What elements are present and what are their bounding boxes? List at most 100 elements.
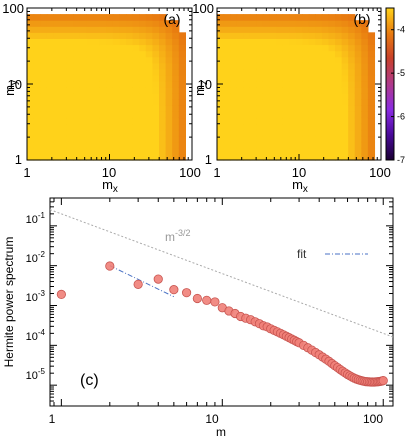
heatmap-cell [27,141,35,149]
heatmap-cell [152,20,160,27]
colorbar-gradient [385,7,395,161]
heatmap-cell [73,147,81,155]
heatmap-cell [230,147,238,155]
heatmap-cell [321,111,330,119]
heatmap-cell [79,74,87,82]
heatmap-cell [132,141,140,149]
heatmap-cell [152,93,160,100]
heatmap-cell [341,141,349,149]
heatmap-cell [335,87,343,94]
heatmap-cell [152,80,160,88]
heatmap-cell [40,99,48,106]
heatmap-cell [335,105,343,112]
heatmap-cell [165,105,173,112]
heatmap-cell [276,26,284,33]
heatmap-cell [302,44,310,52]
heatmap-cell [282,32,290,39]
heatmap-cell [217,123,225,131]
heatmap-cell [249,147,257,155]
heatmap-cell [145,153,153,161]
heatmap-cell [295,50,303,58]
heatmap-cell [139,93,147,100]
heatmap-cell [269,14,277,21]
heatmap-cell [159,50,167,58]
heatmap-cell [295,135,303,143]
heatmap-cell [236,117,244,125]
heatmap-cell [217,32,225,39]
heatmap-cell [348,50,356,58]
heatmap-cell [152,62,160,70]
heatmap-b-ytick-10: 10 [198,77,212,92]
heatmap-cell [269,50,277,58]
heatmap-cell [60,50,68,58]
heatmap-cell [341,38,349,46]
data-point [105,261,115,271]
heatmap-cell [40,135,48,143]
heatmap-cell [262,147,271,155]
heatmap-a-ticks [26,7,193,161]
heatmap-cell [308,99,316,106]
heatmap-cell [367,135,376,143]
heatmap-cell [361,147,369,155]
heatmap-cell [256,74,264,82]
heatmap-cell [126,105,134,112]
heatmap-cell [302,93,310,100]
heatmap-cell [321,135,330,143]
heatmap-cell [53,32,61,39]
heatmap-cell [145,123,153,131]
heatmap-cell [321,105,330,112]
heatmap-cell [66,74,74,82]
heatmap-cell [348,99,356,106]
heatmap-cell [139,135,147,143]
heatmap-cell [93,38,101,46]
heatmap-cell [249,93,257,100]
heatmap-cell [243,26,251,33]
heatmap-cell [230,38,238,46]
heatmap-cell [93,32,101,39]
heatmap-cell [60,141,68,149]
heatmap-cell [66,135,74,143]
heatmap-cell [243,123,251,131]
heatmap-cell [315,105,323,112]
heatmap-cell [302,129,310,137]
heatmap-cell [367,38,376,46]
heatmap-cell [27,123,35,131]
heatmap-cell [99,62,107,70]
heatmap-cell [361,32,369,39]
heatmap-cell [243,20,251,27]
heatmap-cell [236,26,244,33]
heatmap-cell [165,26,173,33]
heatmap-cell [282,87,290,94]
heatmap-cell [132,153,140,161]
heatmap-cell [256,153,264,161]
heatmap-cell [249,68,257,76]
legend-fit-label: fit [297,247,307,261]
heatmap-cell [152,123,160,131]
fit-line [109,265,175,298]
heatmap-cell [86,153,94,161]
heatmap-cell [367,153,376,161]
heatmap-cell [165,80,173,88]
heatmap-cell [367,74,376,82]
heatmap-cell [178,50,186,58]
heatmap-cell [165,68,173,76]
heatmap-cell [73,111,81,119]
heatmap-cell [249,14,257,21]
heatmap-cell [217,20,225,27]
heatmap-cell [145,68,153,76]
heatmap-cell [223,123,231,131]
heatmap-cell [73,62,81,70]
heatmap-cell [139,80,147,88]
heatmap-cell [178,135,186,143]
heatmap-cell [217,141,225,149]
heatmap-cell [354,105,362,112]
heatmap-cell [367,129,376,137]
heatmap-cell [178,68,186,76]
heatmap-cell [119,80,127,88]
heatmap-cell [328,62,336,70]
heatmap-cell [223,50,231,58]
heatmap-cell [276,141,284,149]
heatmap-cell [159,74,167,82]
heatmap-cell [276,56,284,64]
heatmap-cell [282,62,290,70]
